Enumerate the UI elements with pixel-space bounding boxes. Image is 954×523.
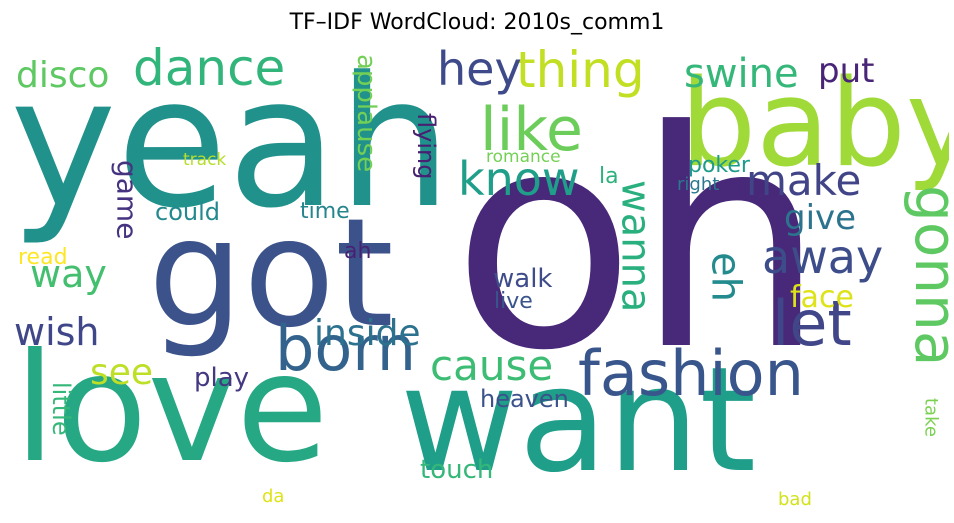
word-touch: touch (420, 455, 493, 485)
word-da: da (262, 486, 284, 507)
word-way: way (30, 252, 107, 296)
word-ah: ah (344, 239, 371, 264)
word-heaven: heaven (480, 385, 569, 413)
word-play: play (194, 363, 249, 393)
word-yeah: yeah (10, 45, 452, 248)
word-put: put (818, 51, 874, 91)
word-got: got (148, 187, 394, 361)
word-walk: walk (493, 264, 552, 294)
word-see: see (90, 352, 153, 393)
word-born: born (275, 312, 416, 385)
word-love: love (14, 322, 329, 496)
word-fashion: fashion (578, 337, 804, 410)
word-know: know (458, 152, 580, 206)
word-face: face (790, 280, 854, 315)
word-gonna: gonna (902, 185, 949, 366)
word-like: like (480, 95, 583, 165)
word-take: take (921, 398, 942, 437)
word-swine: swine (684, 51, 799, 97)
word-away: away (762, 230, 883, 284)
word-oh: oh (452, 67, 826, 416)
word-time: time (300, 199, 350, 224)
word-bad: bad (778, 489, 812, 510)
word-baby: baby (680, 55, 949, 194)
word-make: make (746, 156, 861, 205)
word-cause: cause (430, 341, 553, 390)
word-dance: dance (133, 45, 285, 97)
word-game: game (110, 160, 143, 239)
word-read: read (18, 245, 68, 270)
word-little: little (47, 382, 75, 436)
word-wanna: wanna (612, 180, 658, 312)
word-poker: poker (688, 153, 751, 178)
word-could: could (155, 198, 220, 226)
word-hey: hey (437, 45, 522, 96)
word-inside: inside (314, 313, 421, 354)
word-let: let (772, 287, 852, 360)
chart-title: TF–IDF WordCloud: 2010s_comm1 (289, 10, 665, 35)
word-romance: romance (486, 147, 561, 167)
word-track: track (183, 150, 226, 170)
word-live: live (494, 289, 533, 314)
word-la: la (599, 164, 619, 189)
word-eh: eh (702, 252, 748, 302)
word-flying: flying (412, 113, 440, 179)
word-disco: disco (16, 55, 109, 96)
word-give: give (784, 198, 856, 238)
word-right: right (677, 174, 719, 195)
word-thing: thing (516, 45, 645, 99)
word-wish: wish (14, 310, 100, 354)
word-want: want (400, 336, 756, 505)
word-applause: applause (351, 54, 381, 172)
